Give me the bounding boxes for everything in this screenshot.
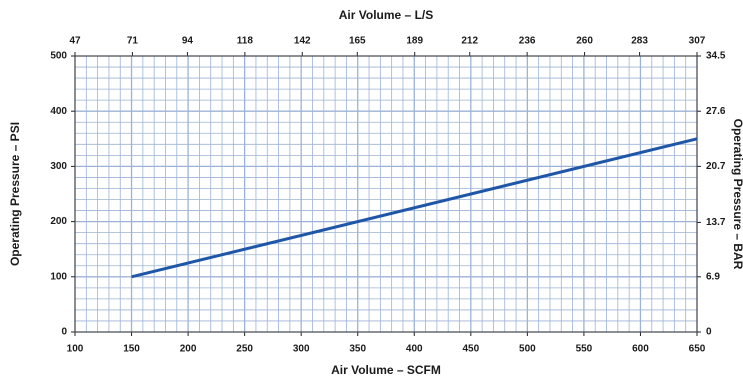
x-tick-label: 450 [462, 344, 479, 355]
data-line [131, 137, 698, 279]
x-tick-label: 100 [67, 344, 84, 355]
x-tick-label: 650 [689, 344, 706, 355]
x-tick-label: 600 [632, 344, 649, 355]
x2-tick-label: 165 [349, 36, 366, 47]
y2-tick-label: 13.7 [706, 217, 726, 228]
x2-tick-label: 307 [689, 36, 706, 47]
y-tick-label: 400 [50, 106, 67, 117]
x2-tick-label: 189 [406, 36, 423, 47]
x2-axis-title: Air Volume – L/S [339, 8, 433, 22]
y2-axis-title: Operating Pressure – BAR [731, 119, 743, 270]
x2-tick-label: 47 [69, 36, 81, 47]
y2-tick-label: 0 [706, 327, 712, 338]
y-tick-label: 0 [61, 327, 67, 338]
y-axis-title: Operating Pressure – PSI [8, 122, 22, 266]
x2-tick-label: 142 [294, 36, 311, 47]
x-tick-label: 150 [123, 344, 140, 355]
plot-frame [74, 55, 698, 333]
x-tick-label: 250 [236, 344, 253, 355]
x-tick-label: 300 [293, 344, 310, 355]
x-axis-title: Air Volume – SCFM [331, 363, 441, 377]
y2-tick-label: 27.6 [706, 106, 726, 117]
y-tick-label: 200 [50, 216, 67, 227]
y-tick-label: 300 [50, 161, 67, 172]
x-tick-label: 500 [519, 344, 536, 355]
y2-tick-label: 6.9 [706, 271, 720, 282]
y2-tick-label: 34.5 [706, 51, 726, 62]
x2-tick-label: 71 [127, 36, 139, 47]
x-tick-label: 400 [406, 344, 423, 355]
y2-tick-label: 20.7 [706, 161, 726, 172]
y-tick-label: 100 [50, 271, 67, 282]
x2-tick-label: 283 [631, 36, 648, 47]
x-tick-label: 350 [349, 344, 366, 355]
x2-tick-label: 118 [237, 36, 254, 47]
x2-tick-label: 260 [576, 36, 593, 47]
x2-tick-label: 212 [461, 36, 478, 47]
x-tick-label: 200 [180, 344, 197, 355]
x2-tick-label: 236 [519, 36, 536, 47]
x-tick-label: 550 [576, 344, 593, 355]
y-tick-label: 500 [50, 51, 67, 62]
x2-tick-label: 94 [182, 36, 194, 47]
